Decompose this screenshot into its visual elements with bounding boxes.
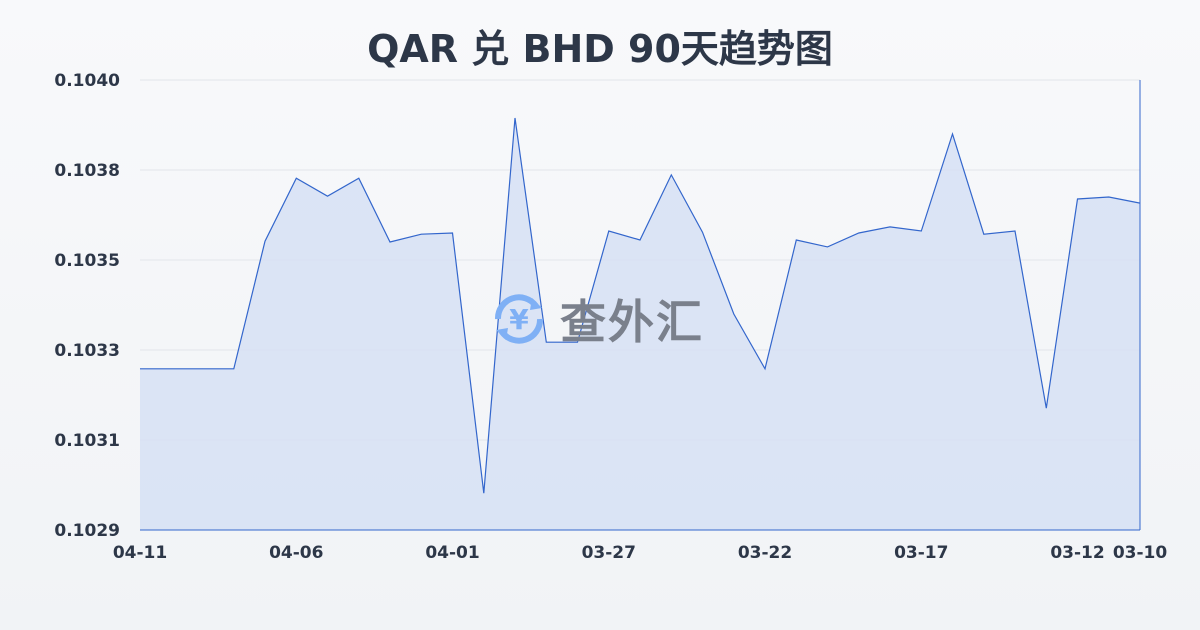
svg-text:¥: ¥ [509, 303, 529, 336]
y-tick-label: 0.1035 [54, 251, 120, 271]
x-tick-label: 03-22 [738, 543, 792, 563]
chart-title: QAR 兑 BHD 90天趋势图 [367, 27, 833, 71]
x-tick-label: 03-27 [582, 543, 636, 563]
series-area [140, 118, 1140, 530]
y-tick-label: 0.1040 [54, 71, 120, 91]
y-tick-label: 0.1033 [54, 341, 120, 361]
x-tick-label: 04-06 [269, 543, 323, 563]
x-tick-label: 03-10 [1113, 543, 1168, 563]
watermark-text: 查外汇 [560, 295, 704, 349]
data-points [139, 117, 1141, 494]
x-tick-label: 04-01 [425, 543, 479, 563]
y-tick-label: 0.1031 [54, 431, 120, 451]
x-tick-label: 04-11 [113, 543, 167, 563]
y-tick-label: 0.1029 [54, 521, 120, 541]
x-tick-label: 03-17 [894, 543, 948, 563]
yen-exchange-icon: ¥ [494, 294, 544, 344]
watermark: ¥ 查外汇 [488, 286, 704, 352]
x-tick-label: 03-12 [1050, 543, 1104, 563]
y-tick-label: 0.1038 [54, 161, 120, 181]
